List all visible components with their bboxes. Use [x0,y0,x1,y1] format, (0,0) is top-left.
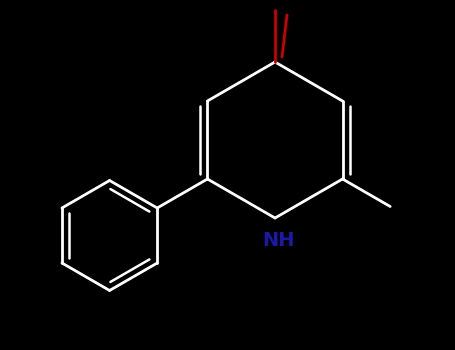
Text: NH: NH [262,231,294,250]
Text: O: O [266,0,284,4]
